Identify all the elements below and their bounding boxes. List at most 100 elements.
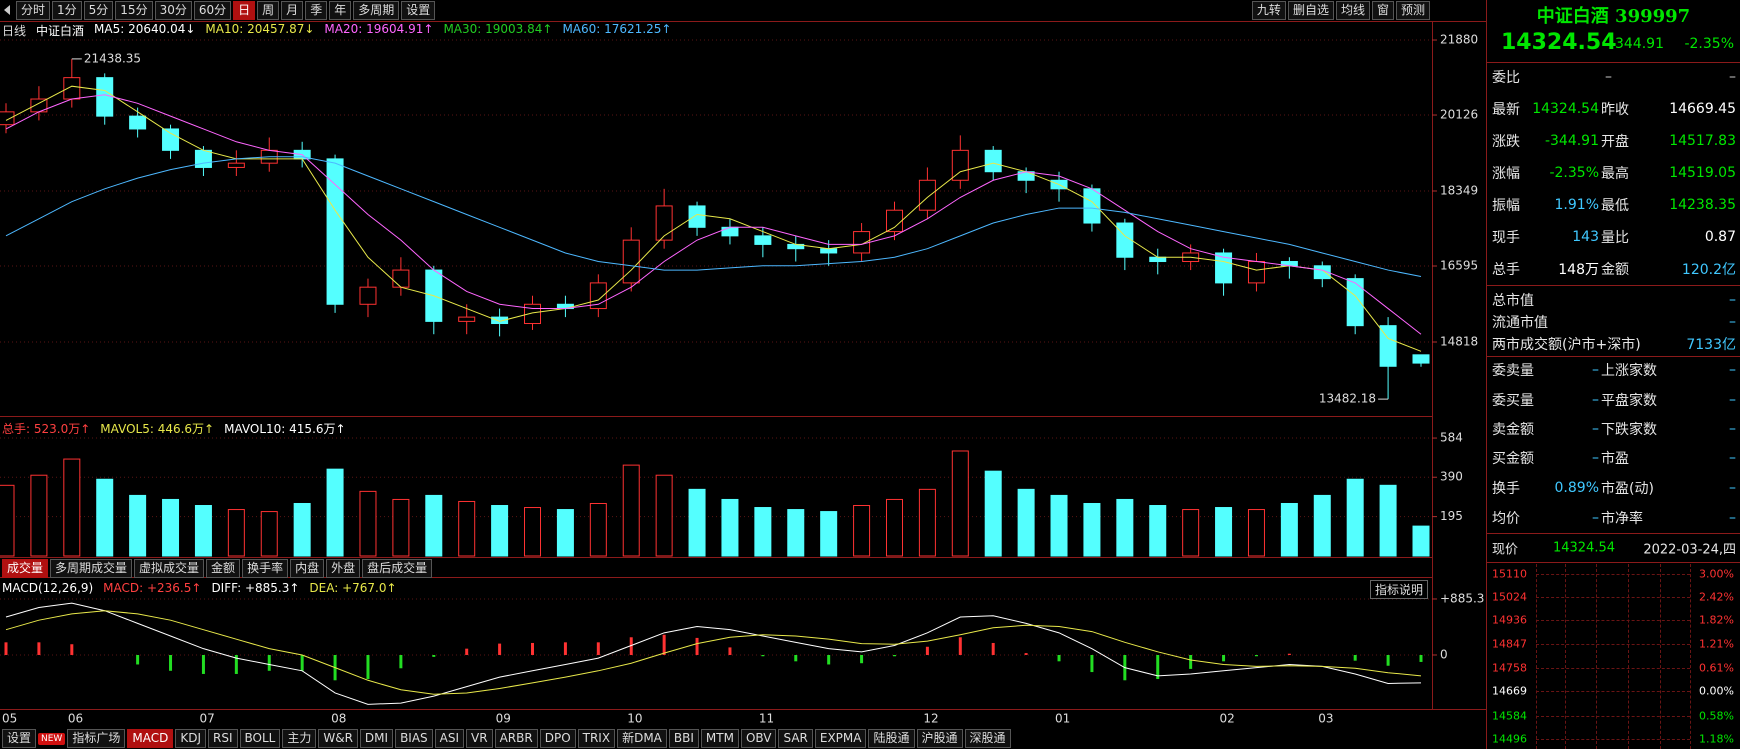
quote-value: 14517.83 <box>1669 133 1736 149</box>
volume-bar <box>589 502 607 557</box>
tool-button[interactable]: 窗 <box>1371 1 1394 20</box>
mini-grid-h <box>1536 644 1690 645</box>
volume-bar <box>1412 525 1430 557</box>
y-tick-label: 21880 <box>1440 33 1478 47</box>
volume-tab[interactable]: 盘后成交量 <box>362 559 433 578</box>
period-tab[interactable]: 多周期 <box>353 1 400 20</box>
indicator-tab[interactable]: EXPMA <box>814 729 867 748</box>
indicator-line <box>5 610 1422 695</box>
period-tab[interactable]: 日 <box>233 1 256 20</box>
volume-tab[interactable]: 虚拟成交量 <box>134 559 205 578</box>
quote-value: 7133亿 <box>1686 337 1736 353</box>
volume-bar <box>721 498 739 557</box>
volume-tab[interactable]: 成交量 <box>2 559 49 578</box>
volume-bar <box>359 490 377 557</box>
mini-left-tick: 14496 <box>1492 732 1527 746</box>
indicator-tab[interactable]: MACD <box>127 729 174 748</box>
indicator-line <box>5 94 1422 335</box>
chart-area: 21880 20126 18349 16595 14818 584 390 195 +885.3… <box>0 0 1487 749</box>
candle-body <box>1346 278 1364 327</box>
indicator-tab[interactable]: ARBR <box>494 729 538 748</box>
volume-bar <box>1182 509 1200 557</box>
tool-button[interactable]: 预测 <box>1395 1 1430 20</box>
indicator-help-button[interactable]: 指标说明 <box>1370 580 1429 599</box>
period-tab[interactable]: 月 <box>281 1 304 20</box>
period-tab[interactable]: 5分 <box>83 1 114 20</box>
indicator-tab[interactable]: MTM <box>700 729 739 748</box>
indicator-tab[interactable]: 指标广场 <box>67 729 126 748</box>
period-tab[interactable]: 季 <box>305 1 328 20</box>
quote-value: – <box>1729 392 1736 408</box>
separator <box>1487 533 1740 534</box>
volume-tab[interactable]: 外盘 <box>326 559 361 578</box>
mini-grid-h <box>1536 668 1690 669</box>
indicator-tab[interactable]: SAR <box>778 729 813 748</box>
indicator-tab[interactable]: KDJ <box>175 729 206 748</box>
indicator-tab[interactable]: RSI <box>208 729 238 748</box>
volume-bar <box>194 505 212 557</box>
mini-left-tick: 14584 <box>1492 709 1527 723</box>
candle-body <box>458 316 476 322</box>
quote-label: 开盘 <box>1601 134 1629 150</box>
y-tick-label: 14818 <box>1440 334 1478 348</box>
volume-bar <box>1050 494 1068 557</box>
period-tab[interactable]: 年 <box>329 1 352 20</box>
min-label: 13482.18 <box>1319 392 1376 406</box>
candle-body <box>918 179 936 211</box>
indicator-tab[interactable]: 设置 <box>2 729 37 748</box>
mini-grid-v <box>1536 564 1537 749</box>
period-tab[interactable]: 分时 <box>16 1 51 20</box>
quote-label: 买金额 <box>1492 451 1534 467</box>
indicator-tab[interactable]: TRIX <box>577 729 616 748</box>
indicator-tab[interactable]: 沪股通 <box>916 729 963 748</box>
quote-label: 最高 <box>1601 166 1629 182</box>
volume-bar <box>1313 494 1331 557</box>
indicator-tab[interactable]: BOLL <box>239 729 281 748</box>
header-label: MA20: 19604.91↑ <box>324 22 434 36</box>
quote-label: 委买量 <box>1492 393 1534 409</box>
indicator-tab[interactable]: ASI <box>434 729 465 748</box>
indicator-tab[interactable]: VR <box>466 729 493 748</box>
back-icon[interactable] <box>4 5 10 15</box>
volume-bar <box>1017 488 1035 557</box>
volume-tab[interactable]: 换手率 <box>242 559 289 578</box>
volume-tab[interactable]: 内盘 <box>290 559 325 578</box>
indicator-tab[interactable]: 主力 <box>282 729 317 748</box>
tool-button[interactable]: 均线 <box>1335 1 1370 20</box>
header-label: MACD(12,26,9) <box>2 581 94 595</box>
volume-tab[interactable]: 多周期成交量 <box>50 559 133 578</box>
indicator-tab[interactable]: DPO <box>539 729 576 748</box>
indicator-tab[interactable]: 陆股通 <box>868 729 915 748</box>
indicator-tab[interactable]: NEW <box>38 732 66 745</box>
indicator-tab-bar: 设置 NEW 指标广场 MACD KDJ RSI BOLL 主力 W&R DMI BIAS ASI VR… <box>2 729 1011 748</box>
candle-body <box>688 205 706 228</box>
tool-button[interactable]: 删自选 <box>1287 1 1334 20</box>
quote-label: 市净率 <box>1601 511 1643 527</box>
volume-tab[interactable]: 金额 <box>206 559 241 578</box>
volume-bar <box>1083 502 1101 557</box>
period-tab[interactable]: 60分 <box>193 1 232 20</box>
indicator-tab[interactable]: 深股通 <box>964 729 1011 748</box>
volume-bar <box>96 478 114 557</box>
quote-label: 昨收 <box>1601 102 1629 118</box>
indicator-tab[interactable]: OBV <box>740 729 777 748</box>
volume-bar <box>260 511 278 557</box>
period-tab[interactable]: 1分 <box>52 1 82 20</box>
period-tab[interactable]: 周 <box>257 1 280 20</box>
indicator-tab[interactable]: BBI <box>668 729 699 748</box>
quote-value: 143 <box>1572 229 1599 245</box>
indicator-tab[interactable]: W&R <box>318 729 358 748</box>
indicator-tab[interactable]: DMI <box>359 729 394 748</box>
mini-right-tick: 1.82% <box>1699 613 1734 627</box>
period-tab[interactable]: 设置 <box>401 1 436 20</box>
indicator-tab[interactable]: 新DMA <box>617 729 667 748</box>
indicator-tab[interactable]: BIAS <box>395 729 433 748</box>
quote-label: 最新 <box>1492 102 1520 118</box>
volume-bar <box>951 450 969 557</box>
candle-body <box>1313 265 1331 280</box>
tool-button[interactable]: 九转 <box>1251 1 1286 20</box>
header-label: MA30: 19003.84↑ <box>443 22 553 36</box>
period-tab[interactable]: 15分 <box>115 1 153 20</box>
period-tab[interactable]: 30分 <box>154 1 192 20</box>
